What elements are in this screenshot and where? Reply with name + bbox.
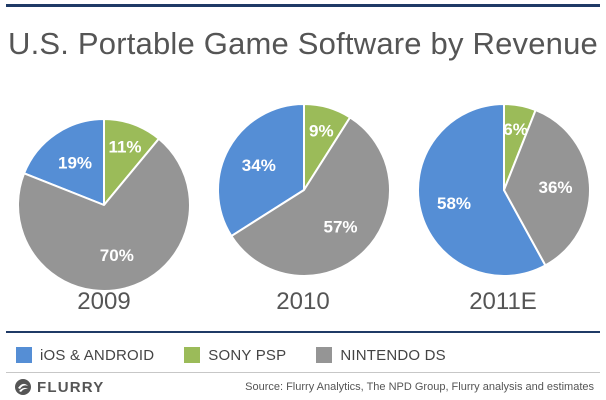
pie-2011e-slice-nintendo-ds bbox=[503, 109, 591, 267]
legend-item-nintendo-ds: NINTENDO DS bbox=[316, 347, 446, 364]
legend-swatch-sony-psp bbox=[184, 347, 201, 363]
pie-2009-label-nintendo-ds: 70% bbox=[100, 246, 134, 265]
legend-rule bbox=[6, 331, 600, 333]
legend-swatch-ios-android bbox=[16, 347, 32, 363]
pie-2009-label-ios-android: 19% bbox=[58, 153, 92, 172]
pie-label-2010: 2010 bbox=[276, 288, 330, 315]
pie-2009-slice-ios-android bbox=[23, 118, 105, 206]
legend-label-nintendo-ds: NINTENDO DS bbox=[340, 346, 446, 364]
legend-label-sony-psp: SONY PSP bbox=[208, 346, 287, 364]
pie-label-2009: 2009 bbox=[77, 288, 131, 315]
pie-charts: 19% 11% 70% 34% 9% 57% 58% 6% 36% bbox=[17, 103, 591, 292]
pie-2011e-label-nintendo-ds: 36% bbox=[538, 178, 572, 197]
pie-2010-label-sony-psp: 9% bbox=[309, 122, 334, 141]
pie-2011e-slice-ios-android bbox=[417, 103, 547, 277]
flurry-logo-icon bbox=[15, 379, 31, 395]
pie-2010-label-nintendo-ds: 57% bbox=[323, 218, 357, 237]
pie-label-2011e: 2011E bbox=[469, 288, 537, 315]
legend-item-ios-android: iOS & ANDROID bbox=[16, 347, 154, 364]
legend-item-sony-psp: SONY PSP bbox=[184, 347, 286, 364]
pie-2010-slice-nintendo-ds bbox=[230, 116, 391, 277]
top-rule bbox=[6, 4, 600, 7]
flurry-logo-text: FLURRY bbox=[37, 378, 105, 396]
pie-2011e-label-ios-android: 58% bbox=[437, 194, 471, 213]
flurry-logo: FLURRY bbox=[14, 378, 104, 396]
source-note: Source: Flurry Analytics, The NPD Group,… bbox=[245, 381, 594, 393]
pie-2009-label-sony-psp: 11% bbox=[108, 138, 141, 157]
pie-2009-slice-nintendo-ds bbox=[17, 137, 191, 292]
legend: iOS & ANDROID SONY PSP NINTENDO DS bbox=[16, 343, 476, 367]
legend-swatch-nintendo-ds bbox=[316, 347, 333, 363]
chart-title: U.S. Portable Game Software by Revenue bbox=[7, 26, 598, 61]
legend-label-ios-android: iOS & ANDROID bbox=[40, 346, 155, 364]
footer-rule bbox=[6, 372, 600, 373]
pie-2011e-label-sony-psp: 6% bbox=[503, 120, 528, 139]
pie-2010-label-ios-android: 34% bbox=[242, 156, 276, 175]
